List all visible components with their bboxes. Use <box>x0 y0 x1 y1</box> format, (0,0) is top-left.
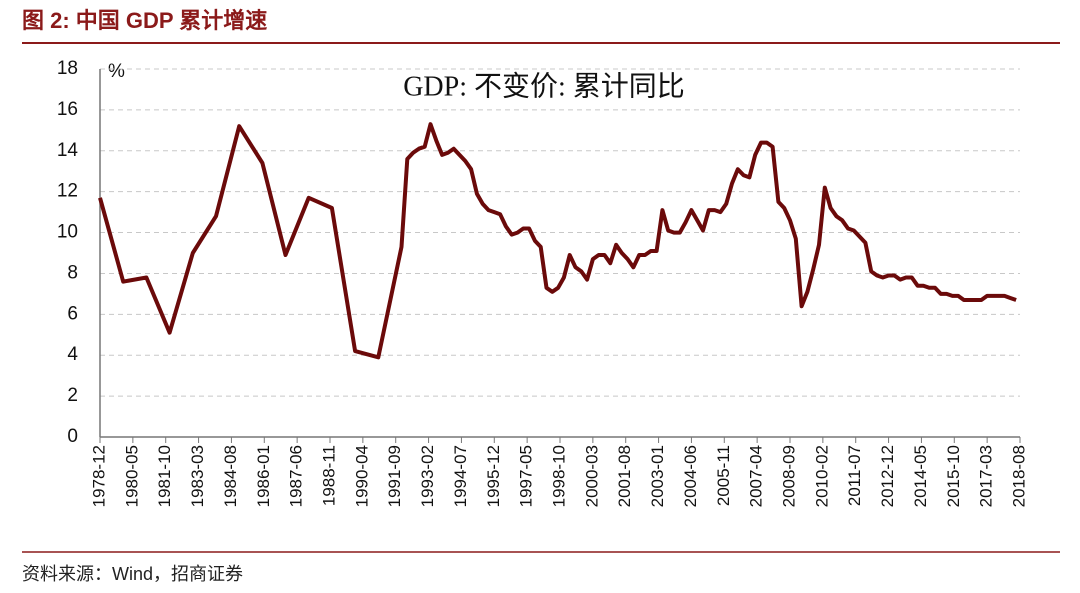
x-tick-label: 1988-11 <box>319 445 338 506</box>
y-tick-label: 12 <box>57 181 78 202</box>
x-tick-label: 1995-12 <box>484 445 503 507</box>
x-tick-label: 2005-11 <box>714 445 733 506</box>
y-tick-label: 4 <box>67 344 78 365</box>
x-tick-label: 1987-06 <box>287 445 306 507</box>
data-line <box>98 122 1017 360</box>
y-tick-label: 8 <box>67 262 78 283</box>
source: 资料来源：Wind，招商证券 <box>22 564 243 584</box>
x-tick-label: 2004-06 <box>681 445 700 507</box>
x-tick-label: 2018-08 <box>1009 445 1028 507</box>
x-tick-label: 1993-02 <box>418 445 437 507</box>
x-tick-label: 1994-07 <box>451 445 470 507</box>
x-tick-label: 2010-02 <box>812 445 831 507</box>
y-tick-label: 2 <box>67 385 78 406</box>
x-tick-label: 2003-01 <box>648 445 667 507</box>
x-tick-label: 2012-12 <box>878 445 897 507</box>
y-unit: % <box>108 61 125 82</box>
y-tick-label: 14 <box>57 140 79 161</box>
x-tick-label: 1990-04 <box>352 445 371 507</box>
x-tick-label: 1997-05 <box>517 445 536 507</box>
chart-subtitle: GDP: 不变价: 累计同比 <box>403 70 685 102</box>
x-tick-label: 1983-03 <box>188 445 207 507</box>
x-tick-label: 2015-10 <box>944 445 963 507</box>
x-tick-label: 2017-03 <box>977 445 996 507</box>
x-tick-label: 2008-09 <box>779 445 798 507</box>
x-tick-label: 2007-04 <box>747 445 766 507</box>
x-tick-label: 1980-05 <box>122 445 141 507</box>
y-tick-label: 10 <box>57 222 78 243</box>
x-tick-label: 2014-05 <box>911 445 930 507</box>
x-tick-label: 1991-09 <box>385 445 404 507</box>
x-tick-label: 1986-01 <box>254 445 273 507</box>
x-tick-label: 1978-12 <box>89 445 108 507</box>
x-tick-label: 1984-08 <box>221 445 240 507</box>
x-tick-label: 2001-08 <box>615 445 634 507</box>
y-tick-label: 6 <box>67 303 78 324</box>
y-tick-label: 18 <box>57 58 78 79</box>
x-tick-label: 1998-10 <box>549 445 568 507</box>
y-tick-label: 0 <box>67 426 78 447</box>
x-tick-label: 2000-03 <box>582 445 601 507</box>
x-tick-label: 1981-10 <box>155 445 174 507</box>
x-tick-label: 2011-07 <box>845 445 864 506</box>
chart-title: 图 2: 中国 GDP 累计增速 <box>22 8 267 33</box>
y-tick-label: 16 <box>57 99 78 120</box>
